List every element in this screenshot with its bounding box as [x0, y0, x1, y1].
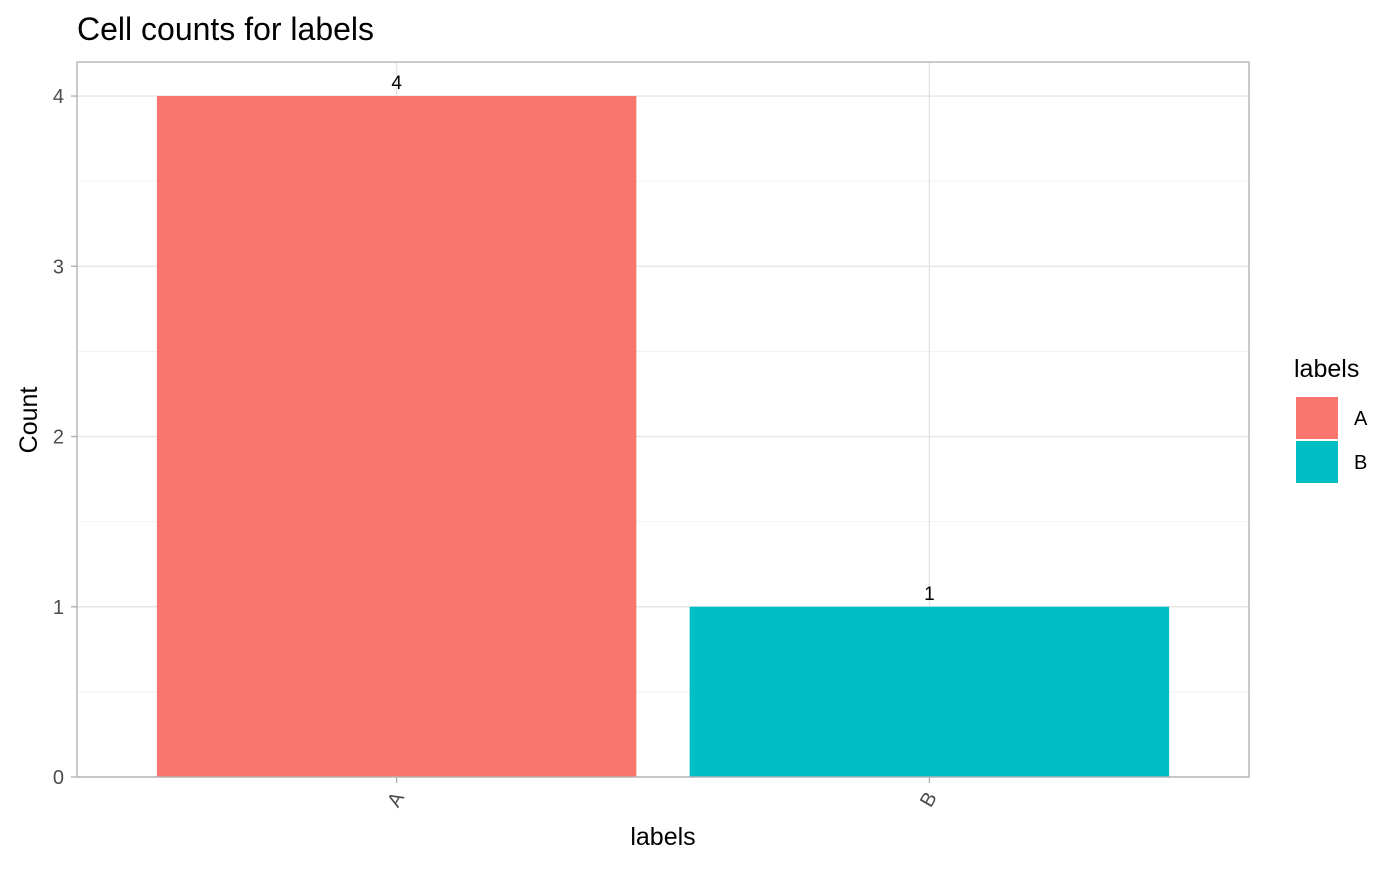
- panel-border: [76, 61, 1250, 778]
- legend-label-a: A: [1354, 408, 1368, 430]
- y-tick-label: 3: [53, 256, 64, 278]
- x-axis-title: labels: [630, 823, 695, 851]
- y-tick-label: 4: [53, 86, 64, 108]
- y-tick-label: 2: [53, 427, 64, 449]
- legend: labels AB: [1294, 355, 1368, 483]
- legend-label-b: B: [1354, 452, 1367, 474]
- legend-key-b: [1296, 441, 1338, 483]
- x-tick-label-b: B: [916, 789, 942, 812]
- y-tick-label: 0: [53, 767, 64, 789]
- bar-b: [689, 606, 1170, 777]
- y-axis-title: Count: [15, 387, 43, 454]
- x-tick-label-a: A: [383, 788, 409, 811]
- data-labels: 41: [391, 73, 934, 605]
- data-label-a: 4: [391, 73, 402, 94]
- legend-title: labels: [1294, 355, 1359, 383]
- legend-key-a: [1296, 397, 1338, 439]
- chart-title: Cell counts for labels: [77, 11, 374, 47]
- bars: [156, 96, 1170, 778]
- y-tick-label: 1: [53, 597, 64, 619]
- y-axis: 0 1 2 3 4: [53, 86, 77, 789]
- bar-a: [156, 96, 637, 778]
- data-label-b: 1: [924, 584, 935, 605]
